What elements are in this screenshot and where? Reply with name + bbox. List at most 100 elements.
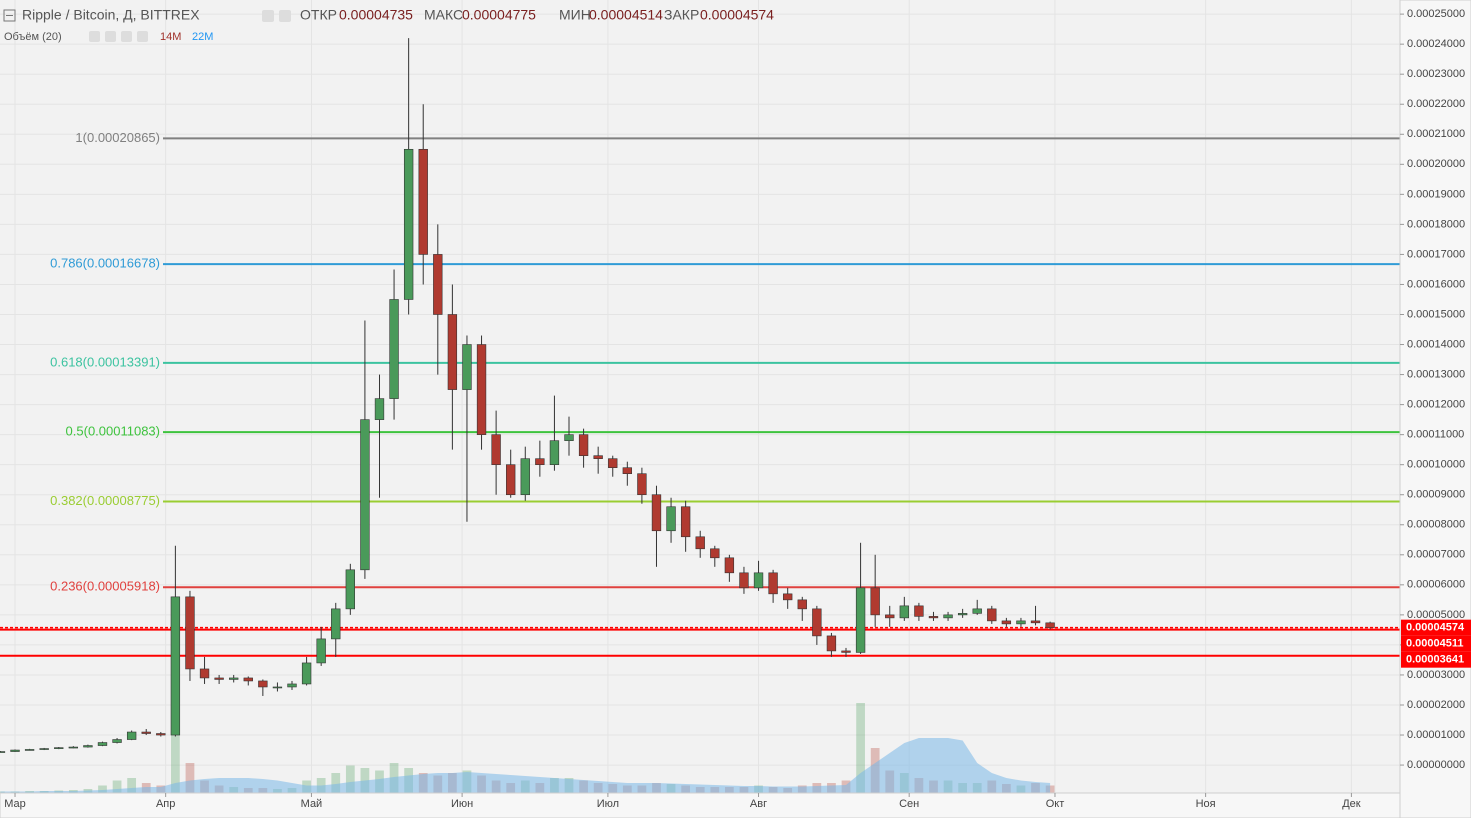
volume-bar (127, 778, 137, 793)
y-tick-label: 0.00011000 (1407, 429, 1464, 441)
candle-body (54, 747, 64, 749)
candle-body (287, 683, 297, 688)
fib-label: 0.786(0.00016678) (50, 256, 160, 271)
candle-body (622, 467, 632, 474)
eye-icon[interactable] (262, 10, 274, 22)
candle-body (899, 605, 909, 619)
candle-body (914, 605, 924, 617)
y-tick-label: 0.00002000 (1407, 699, 1465, 711)
ohlc-value: 0.00004574 (700, 7, 774, 23)
candle-body (578, 434, 589, 456)
candle-body (39, 748, 49, 750)
x-axis-bg (0, 792, 1401, 818)
candle-body (520, 458, 530, 496)
fib-label: 0.618(0.00013391) (50, 354, 160, 369)
candle-body (651, 494, 662, 532)
price-tag (1401, 651, 1471, 668)
candle-body (812, 608, 822, 637)
candle-body (345, 569, 356, 610)
candle-body (739, 572, 749, 589)
settings-icon[interactable] (279, 10, 291, 22)
ohlc-label: ЗАКР (664, 7, 699, 23)
y-tick-label: 0.00008000 (1407, 519, 1465, 531)
candle-body (724, 557, 735, 574)
candle-body (462, 344, 472, 390)
candle-body (374, 398, 385, 420)
y-tick-label: 0.00006000 (1407, 579, 1465, 591)
x-tick-label: Июл (597, 798, 619, 810)
candle-body (24, 749, 35, 751)
candle-body (943, 614, 953, 619)
vol-close-icon[interactable] (137, 31, 148, 42)
y-tick-label: 0.00013000 (1407, 368, 1465, 380)
candle-body (797, 599, 807, 610)
candle-body (637, 473, 647, 496)
x-tick-label: Авг (750, 798, 767, 810)
y-tick-label: 0.00005000 (1407, 609, 1465, 621)
grid (0, 0, 1400, 793)
y-tick-label: 0.00003000 (1407, 669, 1465, 681)
x-tick-label: Дек (1342, 798, 1361, 810)
candle-body (855, 587, 866, 653)
vol-settings-icon[interactable] (105, 31, 116, 42)
y-tick-label: 0.00012000 (1407, 399, 1465, 411)
candle-body (156, 733, 166, 736)
candle-body (710, 548, 720, 559)
candle-body (476, 344, 487, 435)
candle-body (360, 419, 370, 571)
candle-body (491, 434, 501, 465)
candle-body (957, 613, 968, 616)
candle-body (783, 593, 793, 601)
candle-body (666, 506, 676, 532)
candle-body (418, 148, 428, 255)
ohlc-label: МИН (559, 7, 591, 23)
volume-bar (345, 765, 355, 793)
candle-body (535, 458, 545, 465)
y-tick-label: 0.00000000 (1407, 759, 1465, 771)
candle-body (170, 596, 181, 736)
candle-body (433, 254, 443, 315)
candle-body (680, 506, 691, 538)
x-tick-label: Мар (4, 798, 26, 810)
y-tick-label: 0.00014000 (1407, 338, 1465, 350)
y-tick-label: 0.00017000 (1407, 248, 1465, 260)
y-tick-label: 0.00021000 (1407, 128, 1465, 140)
collapse-icon[interactable] (3, 9, 16, 22)
candle-body (97, 742, 108, 746)
candle-body (1016, 620, 1026, 625)
price-tag-label: 0.00004511 (1406, 638, 1464, 650)
y-tick-label: 0.00009000 (1407, 489, 1465, 501)
plot-bg (0, 0, 1400, 793)
volume-bar (112, 780, 122, 793)
candle-layer (0, 38, 1055, 753)
candle-body (608, 458, 618, 468)
y-tick-label: 0.00010000 (1407, 459, 1465, 471)
candle-body (214, 677, 224, 680)
x-tick-label: Окт (1046, 798, 1065, 810)
y-tick-label: 0.00025000 (1407, 8, 1465, 20)
fib-layer: 1(0.00020865) 0.786(0.00016678) 0.618(0.00… (0, 130, 1400, 657)
candle-body (331, 608, 341, 640)
price-tag-label: 0.00004574 (1406, 622, 1465, 634)
vol-eye-icon[interactable] (89, 31, 100, 42)
vol-add-icon[interactable] (121, 31, 132, 42)
volume-title: Объём (20) (4, 31, 62, 43)
x-tick-label: Май (301, 798, 323, 810)
y-tick-label: 0.00016000 (1407, 278, 1465, 290)
candle-body (1001, 620, 1012, 625)
candle-body (272, 686, 283, 689)
candle-body (243, 677, 253, 682)
y-tick-label: 0.00020000 (1407, 158, 1465, 170)
candle-body (549, 440, 560, 465)
volume-bar (331, 773, 341, 793)
volume-ma-value: 22M (192, 31, 213, 43)
candle-body (112, 739, 122, 743)
y-tick-label: 0.00019000 (1407, 188, 1465, 200)
candle-body (447, 314, 458, 390)
y-tick-label: 0.00024000 (1407, 38, 1465, 50)
candle-body (10, 749, 20, 752)
volume-bar (185, 763, 195, 793)
candle-body (1030, 620, 1041, 624)
x-tick-label: Сен (899, 798, 919, 810)
